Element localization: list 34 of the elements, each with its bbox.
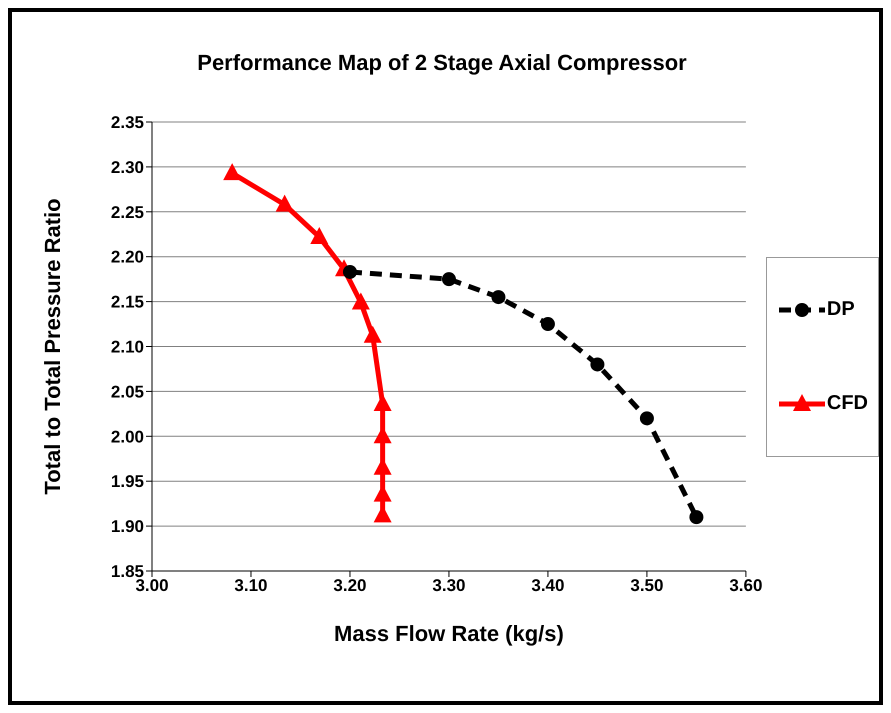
point xyxy=(364,326,382,343)
y-tick-label: 2.20 xyxy=(110,248,144,267)
y-tick-label: 2.00 xyxy=(110,427,144,446)
y-tick-label: 1.90 xyxy=(110,517,144,536)
y-tick-label: 2.30 xyxy=(110,158,144,177)
y-axis-title: Total to Total Pressure Ratio xyxy=(40,198,65,495)
legend-label: CFD xyxy=(826,392,868,415)
point xyxy=(590,357,604,372)
x-tick-label: 3.40 xyxy=(531,576,564,596)
point xyxy=(310,226,328,244)
y-tick-label: 2.05 xyxy=(110,382,144,402)
point xyxy=(442,272,456,286)
x-tick-label: 3.10 xyxy=(234,576,268,596)
point xyxy=(491,290,506,304)
y-tick-label: 2.35 xyxy=(110,113,144,132)
chart-title: Performance Map of 2 Stage Axial Compressor xyxy=(196,50,688,76)
y-tick-label: 2.10 xyxy=(110,338,144,357)
point xyxy=(342,264,357,279)
x-tick-label: 3.20 xyxy=(333,576,367,596)
point xyxy=(640,411,654,426)
point xyxy=(689,510,704,524)
x-axis-title: Mass Flow Rate (kg/s) xyxy=(334,621,564,646)
x-tick-label: 3.00 xyxy=(135,576,169,596)
x-tick-label: 3.30 xyxy=(432,576,466,596)
point xyxy=(276,194,294,212)
y-tick-label: 2.15 xyxy=(110,292,144,312)
legend-label: DP xyxy=(826,298,855,321)
point xyxy=(352,292,370,310)
point xyxy=(540,317,555,332)
x-tick-label: 3.60 xyxy=(729,576,762,596)
point xyxy=(223,163,242,180)
y-tick-label: 1.95 xyxy=(110,472,144,492)
y-tick-label: 2.25 xyxy=(110,202,144,222)
x-tick-label: 3.50 xyxy=(630,576,664,596)
